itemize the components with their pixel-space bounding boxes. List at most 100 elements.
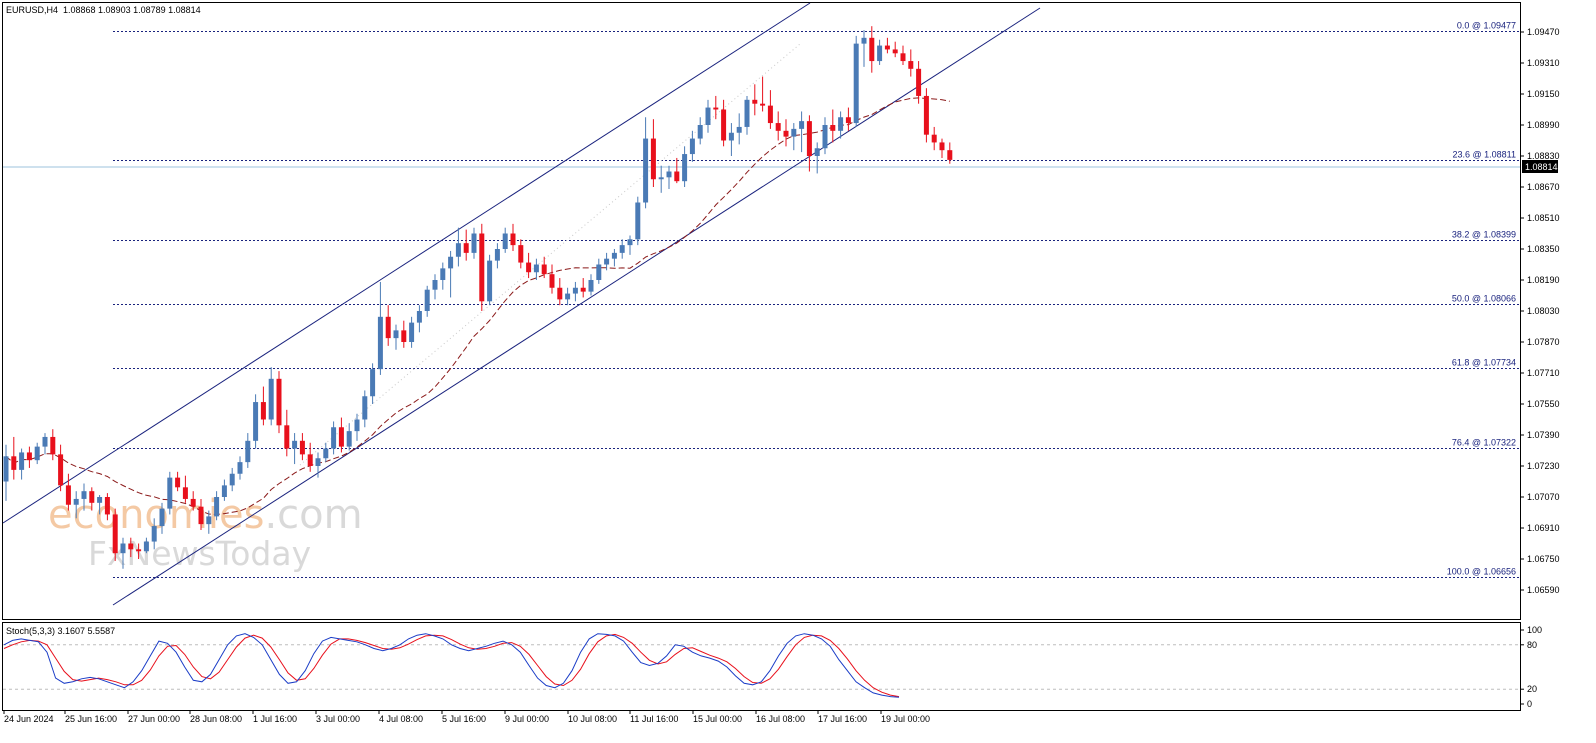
candle-bull bbox=[588, 280, 594, 292]
candle-bull bbox=[354, 419, 360, 432]
candle-bull bbox=[370, 369, 376, 397]
candle-bear bbox=[931, 134, 937, 143]
candle-bear bbox=[479, 233, 485, 302]
price-tick-label: 1.09310 bbox=[1527, 58, 1560, 68]
candle-bull bbox=[315, 458, 321, 466]
channel-lower-line bbox=[112, 7, 1041, 606]
stoch-main-line bbox=[3, 633, 900, 698]
candle-bear bbox=[190, 498, 196, 507]
chart-header: EURUSD,H4 1.08868 1.08903 1.08789 1.08814 bbox=[6, 5, 201, 15]
moving-average-line bbox=[5, 97, 950, 516]
candle-bull bbox=[159, 508, 165, 527]
candle-bull bbox=[432, 280, 438, 290]
candle-bull bbox=[151, 526, 157, 542]
candle-bull bbox=[19, 452, 25, 470]
candle-bear bbox=[198, 506, 204, 525]
price-tick-label: 1.09150 bbox=[1527, 89, 1560, 99]
candle-bear bbox=[182, 487, 188, 499]
candle-bear bbox=[136, 549, 142, 552]
candle-bear bbox=[947, 150, 953, 160]
candle-bull bbox=[34, 446, 40, 461]
candle-bull bbox=[744, 99, 750, 127]
candle-bear bbox=[923, 95, 929, 135]
candle-bear bbox=[908, 61, 914, 69]
price-tick-label: 1.07710 bbox=[1527, 368, 1560, 378]
candle-bear bbox=[260, 402, 266, 420]
candle-bear bbox=[128, 543, 134, 550]
candle-bear bbox=[541, 264, 547, 275]
candle-bull bbox=[822, 125, 828, 149]
time-tick-label: 24 Jun 2024 bbox=[4, 714, 54, 724]
candle-bear bbox=[806, 121, 812, 156]
stoch-signal-line bbox=[3, 633, 900, 698]
candle-bull bbox=[362, 396, 368, 420]
indicator-frame bbox=[2, 622, 1521, 711]
candle-bull bbox=[416, 311, 422, 323]
time-tick-label: 25 Jun 16:00 bbox=[65, 714, 117, 724]
candle-bear bbox=[299, 440, 305, 455]
time-tick-label: 17 Jul 16:00 bbox=[818, 714, 867, 724]
candle-bull bbox=[377, 316, 383, 370]
svg-text:economies.com: economies.com bbox=[48, 492, 363, 538]
candle-bull bbox=[42, 436, 48, 447]
candle-bull bbox=[791, 128, 797, 137]
stochastic-indicator: 100 80 20 0 bbox=[3, 625, 1542, 709]
candle-bull bbox=[3, 456, 9, 482]
candle-bear bbox=[869, 37, 875, 62]
price-tick-label: 1.06750 bbox=[1527, 554, 1560, 564]
candle-bull bbox=[292, 440, 298, 449]
time-tick-label: 19 Jul 00:00 bbox=[881, 714, 930, 724]
channel-upper-line bbox=[2, 2, 811, 524]
candle-bear bbox=[50, 436, 56, 455]
candle-bear bbox=[713, 107, 719, 110]
candle-bear bbox=[767, 105, 773, 124]
candle-bear bbox=[401, 330, 407, 342]
candle-bull bbox=[245, 440, 251, 463]
candle-bull bbox=[666, 171, 672, 178]
candle-bear bbox=[518, 245, 524, 263]
candlesticks bbox=[3, 26, 953, 569]
candle-bull bbox=[635, 202, 641, 240]
candle-bear bbox=[892, 49, 898, 54]
price-tick-label: 1.06910 bbox=[1527, 523, 1560, 533]
candle-bull bbox=[120, 543, 126, 554]
candle-bear bbox=[916, 68, 922, 96]
price-tick-label: 1.08830 bbox=[1527, 151, 1560, 161]
candle-bull bbox=[487, 260, 493, 302]
time-tick-label: 9 Jul 00:00 bbox=[505, 714, 549, 724]
time-tick-label: 11 Jul 16:00 bbox=[630, 714, 678, 724]
price-tick-label: 1.08190 bbox=[1527, 275, 1560, 285]
candle-bear bbox=[463, 243, 469, 253]
candle-bull bbox=[627, 239, 633, 246]
candle-bull bbox=[877, 45, 883, 62]
candle-bull bbox=[455, 243, 461, 257]
candle-bear bbox=[752, 99, 758, 104]
time-tick-label: 15 Jul 00:00 bbox=[693, 714, 742, 724]
candle-bull bbox=[409, 322, 415, 342]
price-tick-label: 1.07870 bbox=[1527, 337, 1560, 347]
candle-bear bbox=[526, 262, 532, 273]
candle-bear bbox=[510, 233, 516, 246]
candle-bull bbox=[393, 330, 399, 339]
candle-bull bbox=[494, 249, 500, 261]
price-tick-label: 1.08510 bbox=[1527, 213, 1560, 223]
candle-bear bbox=[760, 103, 766, 106]
candle-bull bbox=[440, 268, 446, 280]
candle-bear bbox=[104, 497, 110, 515]
candle-bear bbox=[900, 53, 906, 62]
candle-bull bbox=[448, 256, 454, 269]
fib-level-label: 38.2 @ 1.08399 bbox=[1452, 230, 1516, 240]
candle-bear bbox=[939, 142, 945, 151]
candle-bull bbox=[682, 154, 688, 182]
price-tick-label: 1.08990 bbox=[1527, 120, 1560, 130]
candle-bull bbox=[799, 121, 805, 129]
candle-bear bbox=[175, 477, 181, 488]
time-tick-label: 28 Jun 08:00 bbox=[190, 714, 242, 724]
candle-bear bbox=[580, 287, 586, 292]
time-tick-label: 1 Jul 16:00 bbox=[253, 714, 297, 724]
candle-bull bbox=[323, 448, 329, 459]
candle-bull bbox=[81, 491, 87, 499]
candle-bear bbox=[338, 427, 344, 447]
price-tick-label: 1.07070 bbox=[1527, 492, 1560, 502]
candle-bull bbox=[814, 148, 820, 156]
